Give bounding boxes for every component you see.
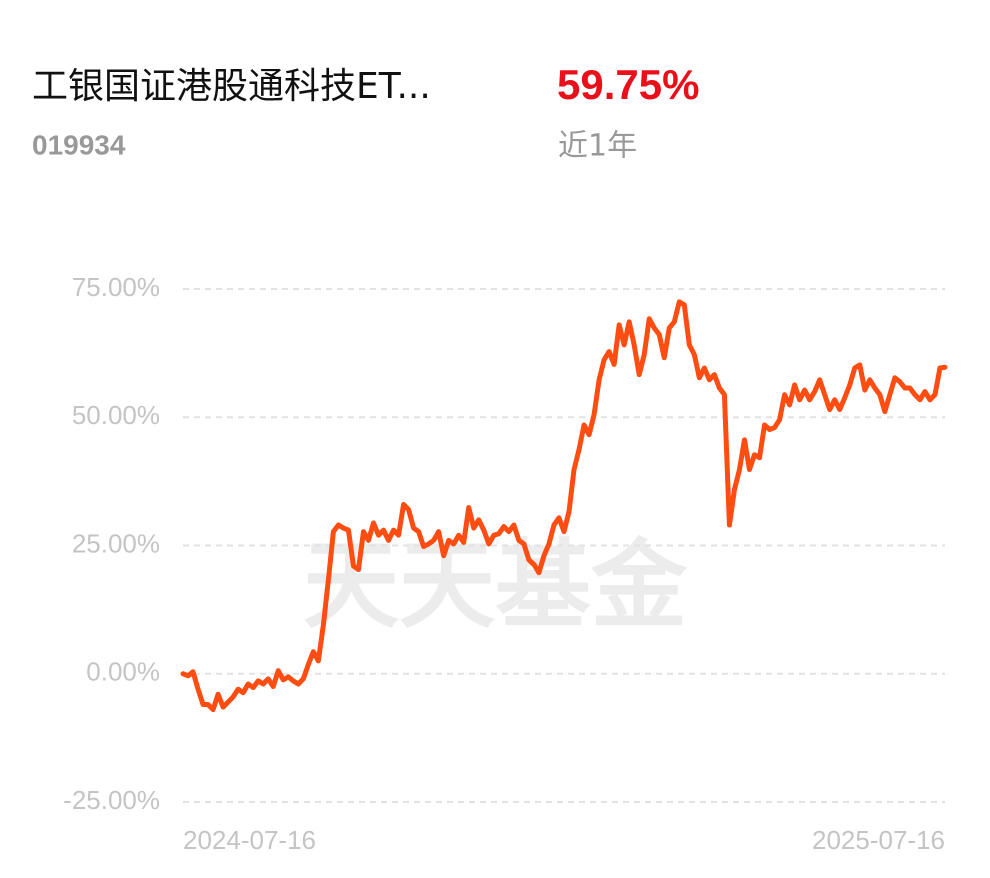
x-tick-label: 2024-07-16 bbox=[183, 825, 316, 855]
watermark: 天天基金 bbox=[303, 529, 688, 641]
y-tick-label: 25.00% bbox=[72, 528, 160, 558]
y-tick-label: 0.00% bbox=[86, 657, 160, 687]
price-line bbox=[180, 299, 948, 713]
return-value: 59.75% bbox=[557, 61, 699, 108]
fund-code: 019934 bbox=[32, 129, 126, 160]
y-tick-label: 50.00% bbox=[72, 400, 160, 430]
y-tick-label: -25.00% bbox=[63, 785, 160, 815]
return-period: 近1年 bbox=[558, 129, 637, 164]
fund-name: 工银国证港股通科技ET... bbox=[32, 66, 431, 107]
y-tick-label: 75.00% bbox=[72, 272, 160, 302]
x-tick-label: 2025-07-16 bbox=[812, 825, 945, 855]
